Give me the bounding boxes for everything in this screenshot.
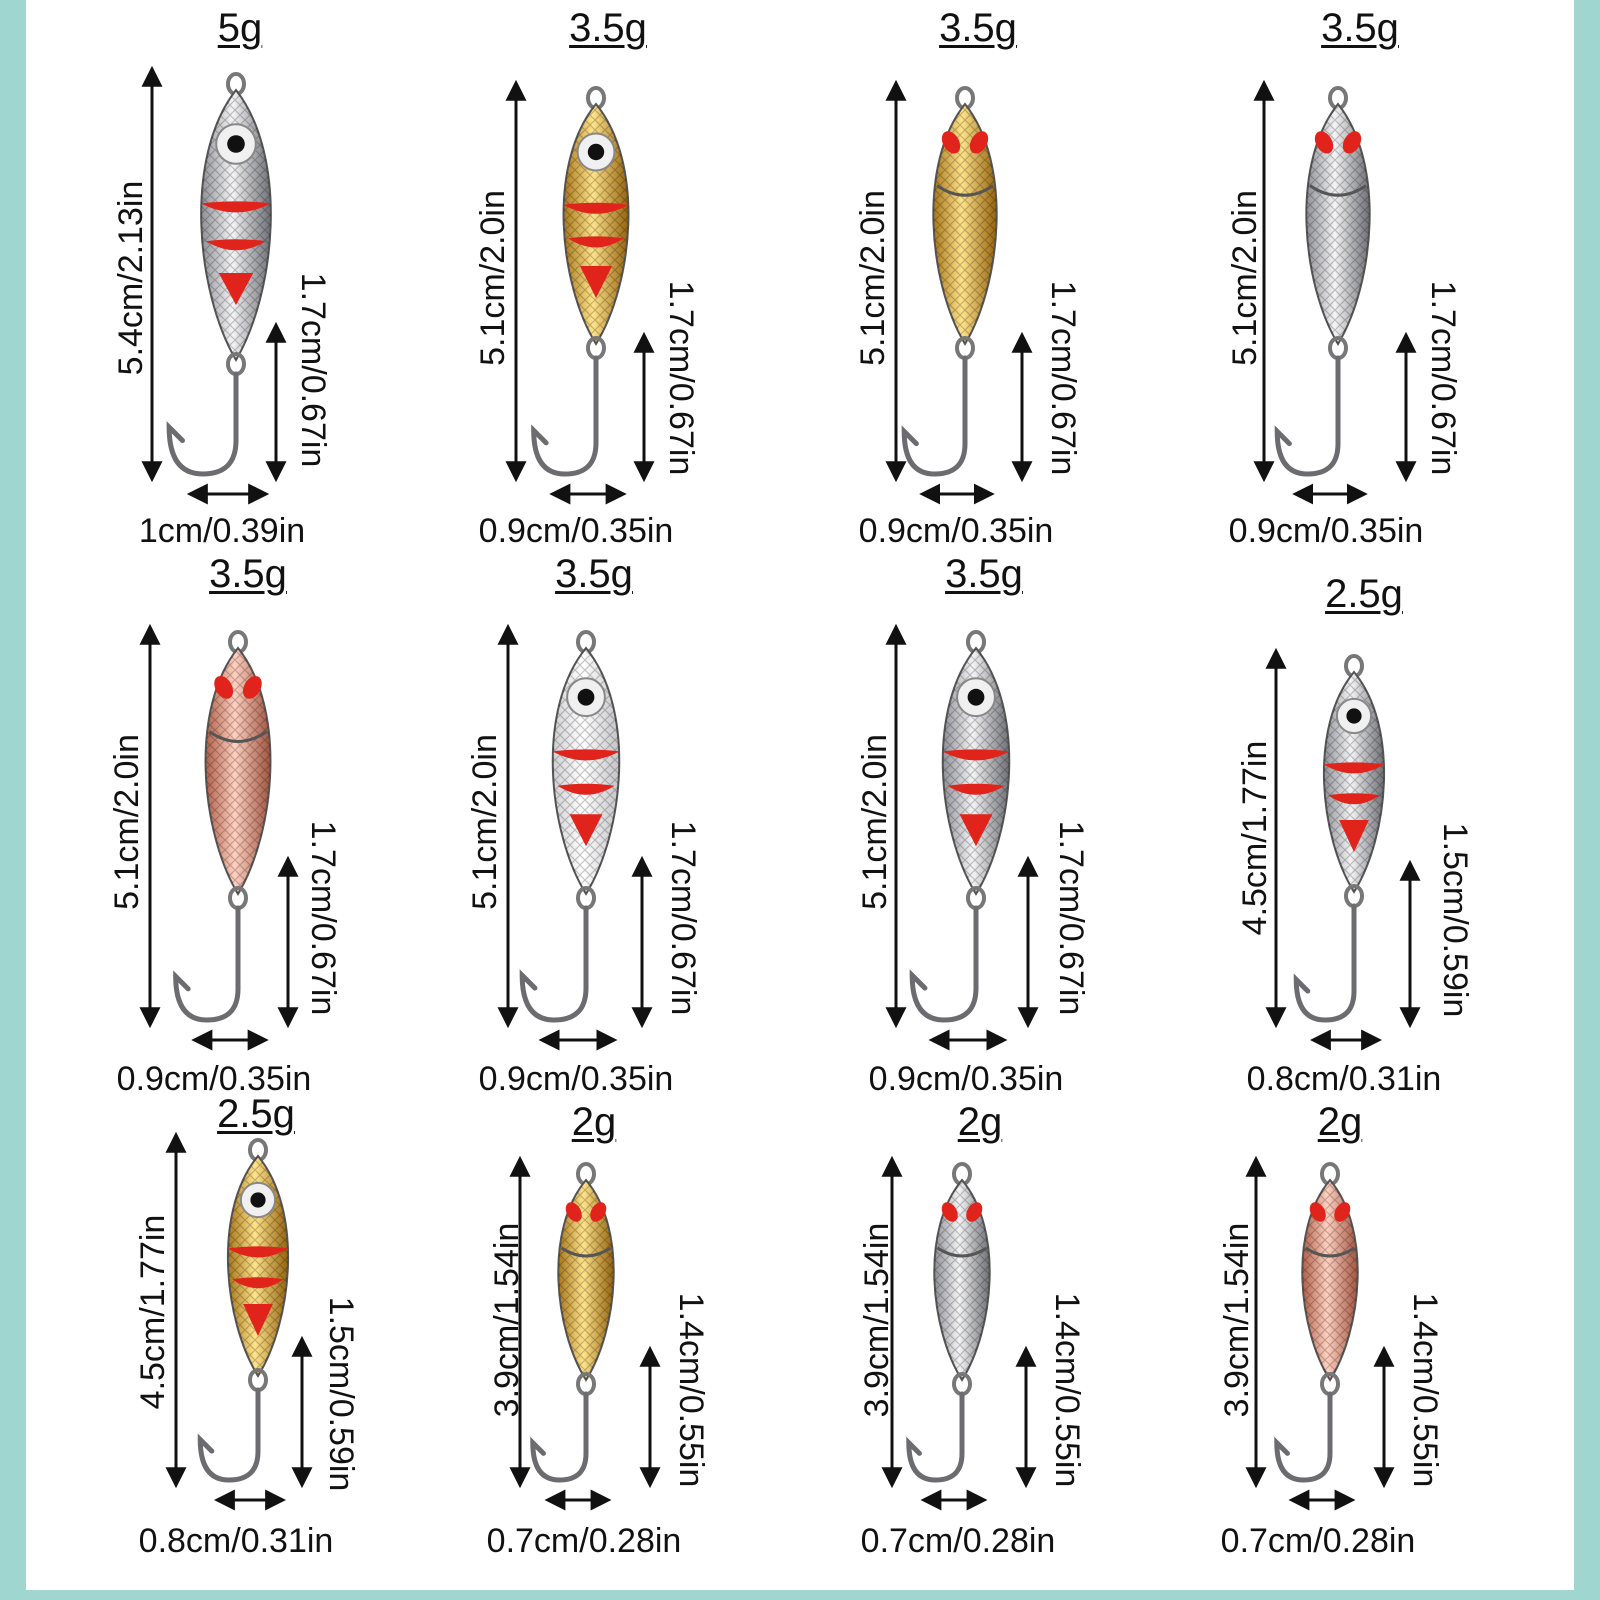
- width-label: 1cm/0.39in: [138, 512, 306, 550]
- weight-label: 3.5g: [569, 6, 647, 50]
- width-label: 0.7cm/0.28in: [860, 1522, 1056, 1560]
- hook-label: 1.4cm/0.55in: [672, 1292, 710, 1488]
- length-label: 3.9cm/1.54in: [1218, 1222, 1256, 1418]
- width-label: 0.7cm/0.28in: [486, 1522, 682, 1560]
- weight-label: 3.5g: [1321, 6, 1399, 50]
- hook-label: 1.7cm/0.67in: [1052, 820, 1090, 1016]
- width-label: 0.8cm/0.31in: [138, 1522, 334, 1560]
- hook-label: 1.7cm/0.67in: [664, 820, 702, 1016]
- hook-label: 1.7cm/0.67in: [662, 280, 700, 476]
- width-label: 0.9cm/0.35in: [478, 512, 674, 550]
- hook-label: 1.7cm/0.67in: [304, 820, 342, 1016]
- weight-label: 2g: [957, 1100, 1003, 1144]
- length-label: 5.1cm/2.0in: [856, 734, 894, 910]
- width-label: 0.7cm/0.28in: [1220, 1522, 1416, 1560]
- width-label: 0.8cm/0.31in: [1246, 1060, 1442, 1098]
- length-label: 5.1cm/2.0in: [474, 190, 512, 366]
- hook-label: 1.7cm/0.67in: [1044, 280, 1082, 476]
- weight-label: 2.5g: [1325, 572, 1403, 616]
- weight-label: 2g: [571, 1100, 617, 1144]
- length-label: 5.4cm/2.13in: [112, 180, 150, 376]
- hook-label: 1.5cm/0.59in: [322, 1296, 360, 1492]
- weight-label: 3.5g: [555, 552, 633, 596]
- weight-label: 3.5g: [945, 552, 1023, 596]
- width-label: 0.9cm/0.35in: [478, 1060, 674, 1098]
- width-label: 0.9cm/0.35in: [868, 1060, 1064, 1098]
- length-label: 5.1cm/2.0in: [1226, 190, 1264, 366]
- length-label: 5.1cm/2.0in: [108, 734, 146, 910]
- hook-label: 1.4cm/0.55in: [1048, 1292, 1086, 1488]
- weight-label: 3.5g: [209, 552, 287, 596]
- length-label: 4.5cm/1.77in: [134, 1214, 172, 1410]
- width-label: 0.9cm/0.35in: [858, 512, 1054, 550]
- weight-label: 3.5g: [939, 6, 1017, 50]
- length-label: 4.5cm/1.77in: [1236, 740, 1274, 936]
- length-label: 5.1cm/2.0in: [466, 734, 504, 910]
- weight-label: 2g: [1317, 1100, 1363, 1144]
- length-label: 5.1cm/2.0in: [854, 190, 892, 366]
- hook-label: 1.7cm/0.67in: [1424, 280, 1462, 476]
- weight-label: 2.5g: [217, 1092, 295, 1136]
- hook-label: 1.5cm/0.59in: [1436, 822, 1474, 1018]
- length-label: 3.9cm/1.54in: [488, 1222, 526, 1418]
- width-label: 0.9cm/0.35in: [116, 1060, 312, 1098]
- length-label: 3.9cm/1.54in: [858, 1222, 896, 1418]
- width-label: 0.9cm/0.35in: [1228, 512, 1424, 550]
- weight-label: 5g: [217, 6, 263, 50]
- hook-label: 1.4cm/0.55in: [1406, 1292, 1444, 1488]
- hook-label: 1.7cm/0.67in: [294, 272, 332, 468]
